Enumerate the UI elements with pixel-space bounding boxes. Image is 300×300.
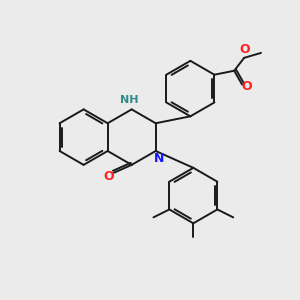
Text: N: N [154,152,164,165]
Text: O: O [103,170,114,183]
Text: O: O [242,80,252,93]
Text: O: O [240,44,250,56]
Text: NH: NH [120,95,139,106]
